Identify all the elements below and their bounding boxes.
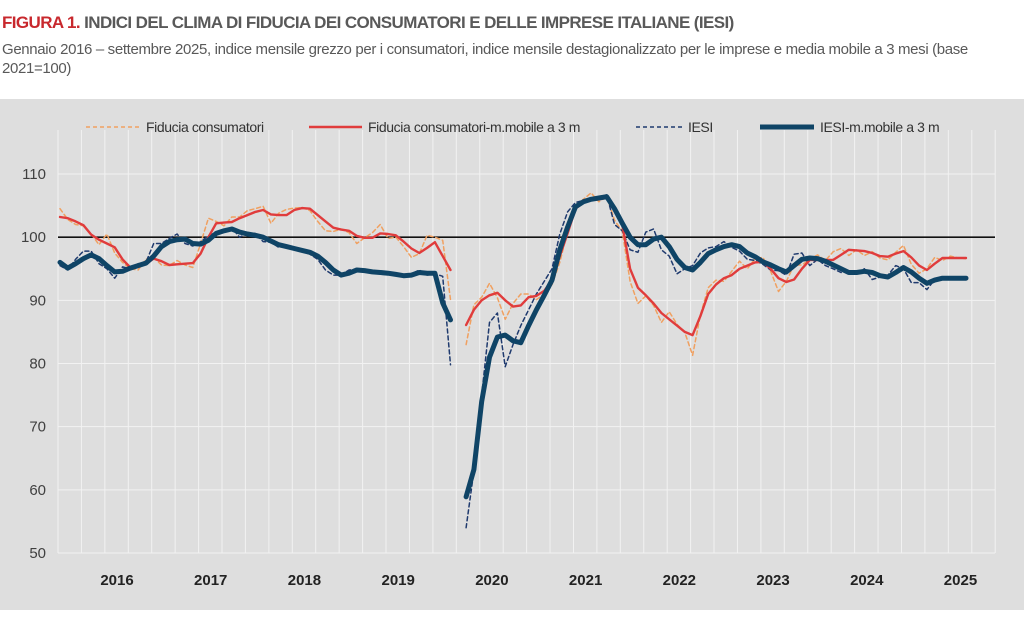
figure-label: FIGURA 1. [2,13,81,32]
y-tick-label: 100 [21,229,46,246]
x-tick-label: 2020 [475,572,508,589]
legend-label-0: Fiducia consumatori [146,119,264,135]
legend: Fiducia consumatori Fiducia consumatori-m… [86,119,940,135]
y-tick-label: 110 [22,166,46,183]
legend-label-2: IESI [688,119,713,135]
x-tick-label: 2025 [944,572,977,589]
x-tick-label: 2016 [100,572,133,589]
y-tick-label: 60 [29,482,46,499]
series-line-0 [59,192,967,357]
y-axis-ticks: 110 100 90 80 70 60 50 [21,166,46,562]
x-tick-label: 2024 [850,572,884,589]
figure-title-text: INDICI DEL CLIMA DI FIDUCIA DEI CONSUMAT… [80,13,734,32]
y-tick-label: 70 [29,419,46,436]
y-tick-label: 90 [29,292,46,309]
series-lines [57,192,969,529]
y-tick-label: 50 [29,545,46,562]
x-axis-ticks: 2016 2017 2018 2019 2020 2021 2022 2023 2024 2025 [100,572,977,589]
x-tick-label: 2018 [288,572,321,589]
series-line-3 [57,194,969,500]
x-tick-label: 2022 [663,572,696,589]
series-line-1 [58,196,968,337]
gridlines [57,130,996,554]
x-tick-label: 2019 [381,572,414,589]
x-tick-label: 2021 [569,572,602,589]
x-tick-label: 2017 [194,572,227,589]
x-tick-label: 2023 [756,572,789,589]
legend-label-3: IESI-m.mobile a 3 m [820,119,939,135]
y-tick-label: 80 [29,356,46,373]
figure-title: FIGURA 1. INDICI DEL CLIMA DI FIDUCIA DE… [2,13,734,33]
chart-area [0,99,1024,610]
figure-subtitle: Gennaio 2016 – settembre 2025, indice me… [2,41,968,77]
legend-label-1: Fiducia consumatori-m.mobile a 3 m [368,119,580,135]
